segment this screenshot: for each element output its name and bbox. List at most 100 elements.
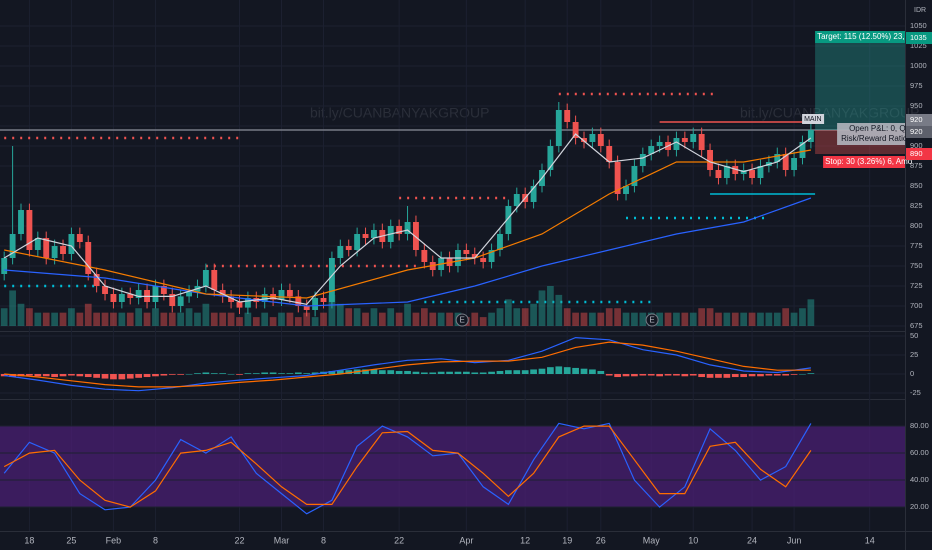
x-tick-label: 18 — [24, 535, 34, 545]
y-tick-label: 60.00 — [910, 448, 929, 457]
candle-body — [93, 274, 100, 286]
macd-histogram-bar — [664, 374, 672, 376]
macd-histogram-bar — [378, 370, 386, 375]
indicator-line — [3, 133, 812, 306]
macd-histogram-bar — [51, 374, 58, 378]
macd-histogram-bar — [185, 374, 193, 375]
candle-body — [404, 222, 411, 234]
volume-bar — [286, 312, 294, 326]
macd-histogram-bar — [547, 367, 554, 375]
candle-body — [362, 234, 369, 238]
pnl-box — [837, 123, 905, 145]
candle-body — [202, 270, 209, 286]
x-tick-label: 8 — [321, 535, 326, 545]
volume-bar — [698, 308, 706, 326]
indicator-line — [4, 197, 812, 307]
candle-body — [421, 250, 428, 262]
macd-histogram-bar — [740, 374, 748, 378]
candle-body — [127, 294, 134, 298]
macd-histogram-bar — [269, 372, 277, 375]
macd-histogram-bar — [631, 374, 638, 377]
volume-bar — [790, 312, 798, 326]
macd-histogram-bar — [589, 369, 596, 375]
macd-histogram-bar — [496, 370, 504, 375]
macd-histogram-bar — [563, 367, 571, 375]
volume-bar — [631, 312, 638, 326]
y-tick-label: 50 — [910, 331, 918, 340]
candle-body — [345, 246, 352, 250]
macd-histogram-bar — [597, 370, 605, 375]
macd-histogram-bar — [572, 367, 579, 375]
candle-body — [656, 142, 663, 146]
volume-bar — [404, 303, 411, 326]
earnings-marker — [455, 313, 469, 327]
macd-histogram-bar — [345, 370, 353, 375]
candle-body — [312, 298, 319, 310]
macd-histogram-bar — [328, 370, 336, 375]
rr-label: Risk/Reward Ratio: 3 — [841, 134, 917, 143]
volume-bar — [236, 317, 243, 326]
volume-bar — [278, 312, 285, 326]
macd-histogram-bar — [286, 373, 294, 375]
macd-histogram-bar — [807, 373, 815, 375]
volume-bar — [471, 312, 479, 326]
macd-histogram-bar — [420, 372, 428, 375]
volume-bar — [210, 312, 218, 326]
macd-histogram-bar — [202, 372, 210, 375]
macd-histogram-bar — [479, 372, 487, 375]
candle-body — [631, 166, 638, 186]
volume-bar — [715, 312, 722, 326]
candle-body — [505, 206, 512, 234]
macd-histogram-bar — [454, 371, 462, 375]
candle-body — [135, 290, 142, 298]
y-tick-label: 1025 — [910, 41, 927, 50]
volume-bar — [488, 312, 495, 326]
macd-histogram-bar — [689, 374, 697, 376]
volume-bar — [168, 312, 176, 326]
volume-bar — [639, 312, 647, 326]
price-tag — [906, 148, 932, 160]
target-label: Target: 115 (12.50%) 23, Am — [817, 32, 919, 41]
y-tick-label: 725 — [910, 281, 923, 290]
macd-histogram-bar — [370, 369, 378, 375]
pnl-label: Open P&L: 0, Qty — [849, 124, 912, 133]
y-tick-label: 825 — [910, 201, 923, 210]
macd-histogram-bar — [210, 373, 218, 375]
volume-bar — [252, 317, 260, 326]
candle-body — [152, 286, 159, 302]
volume-bar — [673, 312, 680, 326]
macd-histogram-bar — [59, 374, 67, 377]
volume-bar — [757, 312, 764, 326]
macd-histogram-bar — [84, 374, 92, 378]
macd-histogram-bar — [580, 368, 588, 375]
macd-histogram-bar — [143, 374, 151, 378]
macd-histogram-bar — [723, 374, 731, 378]
y-tick-label: 20.00 — [910, 502, 929, 511]
macd-histogram-bar — [34, 374, 42, 377]
x-tick-label: 14 — [865, 535, 875, 545]
x-tick-label: 26 — [596, 535, 606, 545]
volume-bar — [110, 312, 117, 326]
y-tick-label: 700 — [910, 301, 923, 310]
y-tick-label: 0 — [910, 369, 914, 378]
macd-histogram-bar — [799, 374, 806, 375]
macd-histogram-bar — [362, 369, 369, 375]
candle-body — [791, 158, 798, 170]
volume-bar — [202, 303, 210, 326]
volume-bar — [353, 308, 361, 326]
volume-bar — [152, 308, 159, 326]
macd-histogram-bar — [219, 373, 227, 375]
earnings-marker — [645, 313, 659, 327]
candle-body — [236, 302, 243, 308]
volume-bar — [227, 312, 235, 326]
macd-histogram-bar — [605, 374, 613, 376]
candle-body — [219, 290, 226, 297]
price-tag-label: 1035 — [910, 33, 927, 42]
y-tick-label: 950 — [910, 101, 923, 110]
volume-bar — [420, 308, 428, 326]
macd-histogram-bar — [790, 374, 798, 375]
macd-histogram-bar — [9, 374, 16, 378]
volume-bar — [496, 308, 504, 326]
candle-body — [488, 250, 495, 262]
volume-bar — [17, 303, 25, 326]
